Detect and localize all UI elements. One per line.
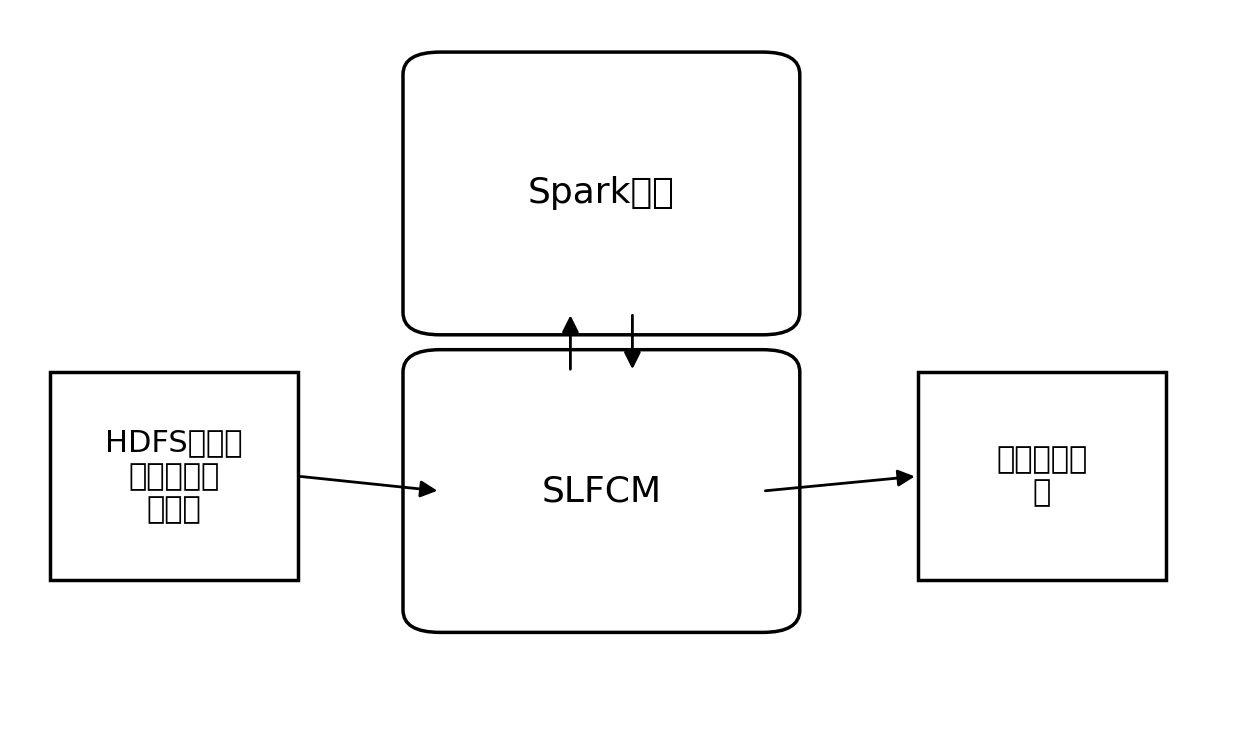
Text: 最终聚类中
心: 最终聚类中 心: [996, 445, 1087, 507]
Text: SLFCM: SLFCM: [542, 474, 661, 508]
FancyBboxPatch shape: [403, 350, 800, 632]
Text: Spark聚类: Spark聚类: [528, 176, 675, 211]
FancyBboxPatch shape: [918, 372, 1166, 580]
Text: HDFS或者本
地机器中的
资料组: HDFS或者本 地机器中的 资料组: [105, 428, 242, 525]
FancyBboxPatch shape: [50, 372, 298, 580]
FancyBboxPatch shape: [403, 52, 800, 335]
